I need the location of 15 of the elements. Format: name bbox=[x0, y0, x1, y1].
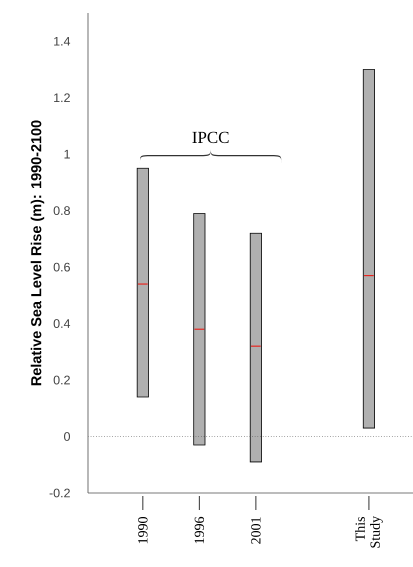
y-tick-label: 0.4 bbox=[54, 319, 70, 328]
y-tick-label: 0.8 bbox=[54, 206, 70, 216]
y-tick-label: 0.6 bbox=[54, 262, 70, 272]
annotation: IPCC bbox=[192, 132, 229, 144]
x-tick-label: 2001 bbox=[251, 517, 261, 544]
x-tick-label: 1996 bbox=[194, 516, 204, 544]
y-tick-label: 1.4 bbox=[54, 36, 70, 46]
y-tick-label: 0 bbox=[64, 432, 70, 441]
y-tick-label: -0.2 bbox=[50, 488, 70, 498]
x-tick-label: This Study bbox=[355, 516, 383, 548]
y-axis-title: Relative Sea Level Rise (m): 1990-2100 bbox=[30, 120, 44, 386]
y-tick-label: 1 bbox=[64, 150, 70, 158]
x-tick-label: 1990 bbox=[138, 517, 148, 544]
y-tick-label: 1.2 bbox=[54, 93, 70, 102]
y-tick-label: 0.2 bbox=[54, 376, 70, 384]
